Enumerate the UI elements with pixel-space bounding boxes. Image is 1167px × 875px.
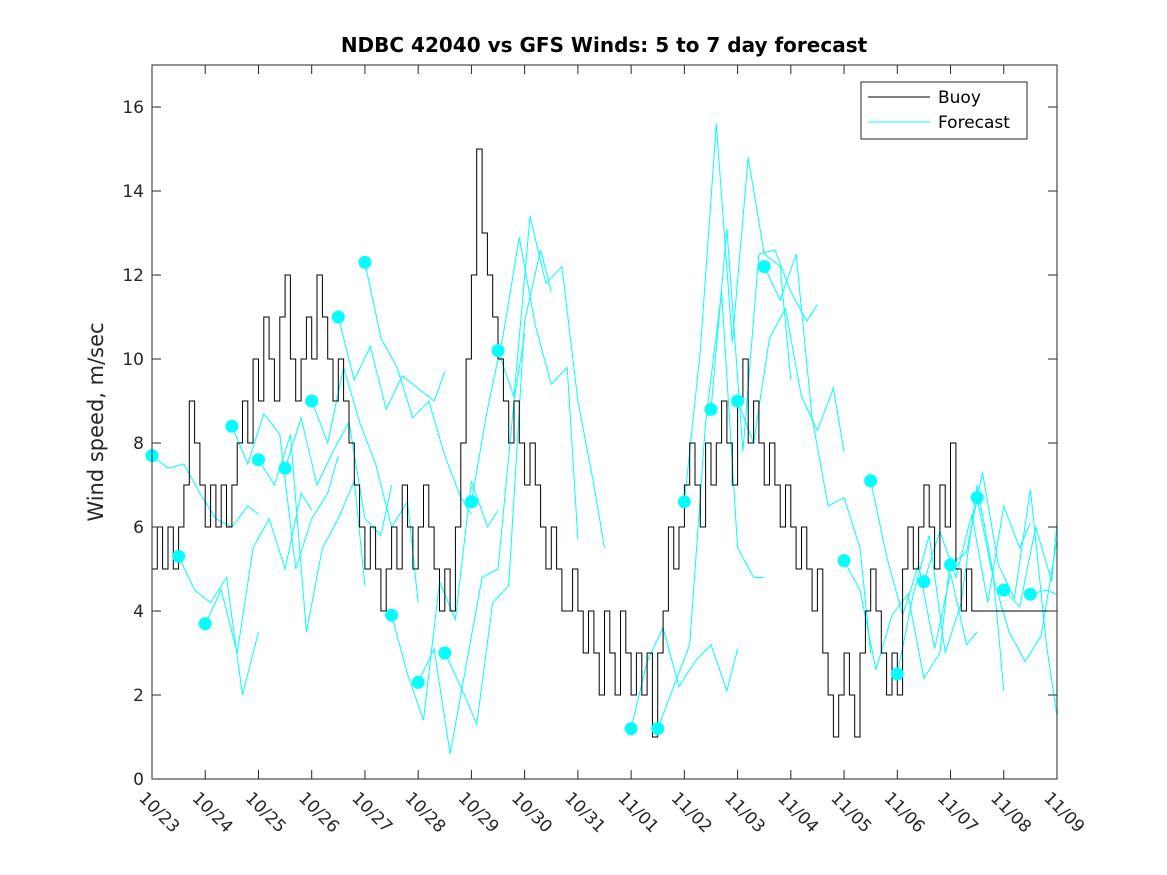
forecast-line [364,262,472,515]
forecast-series-group [151,123,1058,754]
forecast-start-marker [677,495,691,509]
y-tick-label: 6 [133,518,144,538]
forecast-start-marker [358,255,372,269]
legend-forecast-label: Forecast [938,113,1010,133]
y-tick-label: 14 [122,182,144,202]
forecast-start-marker [837,554,851,568]
forecast-start-marker [331,310,345,324]
forecast-start-marker [411,675,425,689]
y-tick-label: 16 [122,98,144,118]
forecast-start-marker [944,558,958,572]
buoy-series-group [152,148,1057,738]
forecast-line [710,228,818,452]
forecast-line [923,504,1031,603]
forecast-start-marker [464,495,478,509]
forecast-start-marker [1023,587,1037,601]
forecast-line [311,367,419,603]
forecast-start-marker [997,583,1011,597]
forecast-start-marker [624,722,638,736]
forecast-start-marker [172,549,186,563]
forecast-line [391,480,499,721]
chart-title: NDBC 42040 vs GFS Winds: 5 to 7 day fore… [341,33,868,57]
forecast-start-marker [491,344,505,358]
forecast-line [737,307,845,452]
forecast-line [284,415,393,537]
forecast-line [896,484,1005,691]
forecast-line [258,434,366,633]
forecast-line [870,480,978,649]
forecast-line [337,316,446,411]
y-tick-label: 8 [133,434,144,454]
forecast-start-marker [198,617,212,631]
forecast-line [763,253,872,654]
forecast-line [444,249,552,727]
forecast-start-marker [731,394,745,408]
forecast-start-marker [864,474,878,488]
forecast-line [497,216,605,549]
forecast-line [417,333,526,754]
forecast-start-marker [251,453,265,467]
forecast-start-marker [438,646,452,660]
forecast-line [657,291,765,729]
forecast-start-marker [890,667,904,681]
forecast-start-marker [704,402,718,416]
forecast-line [683,123,792,502]
y-tick-label: 2 [133,686,144,706]
forecast-line [178,556,259,696]
y-tick-label: 0 [133,770,144,790]
y-tick-label: 10 [122,350,144,370]
y-axis: 0 2 4 6 8 10 12 14 16 [122,98,1057,790]
legend-box [860,81,1028,140]
forecast-line [630,626,739,729]
y-tick-label: 4 [133,602,144,622]
forecast-line [470,237,579,540]
forecast-start-marker [917,575,931,589]
forecast-start-marker [278,461,292,475]
legend-buoy-label: Buoy [938,88,981,108]
forecast-start-marker [385,608,399,622]
forecast-line [151,455,259,528]
forecast-line [1003,522,1058,608]
plot-frame [151,64,1058,780]
forecast-start-marker [651,722,665,736]
y-tick-label: 12 [122,266,144,286]
forecast-start-marker [757,260,771,274]
forecast-line [976,497,1058,663]
legend: Buoy Forecast [860,81,1028,140]
forecast-markers-group [145,255,1037,736]
forecast-line [204,492,313,654]
forecast-start-marker [305,394,319,408]
buoy-line [152,148,1057,738]
y-axis-label: Wind speed, m/sec [84,322,108,521]
forecast-line [231,412,339,570]
forecast-start-marker [225,419,239,433]
forecast-start-marker [970,491,984,505]
